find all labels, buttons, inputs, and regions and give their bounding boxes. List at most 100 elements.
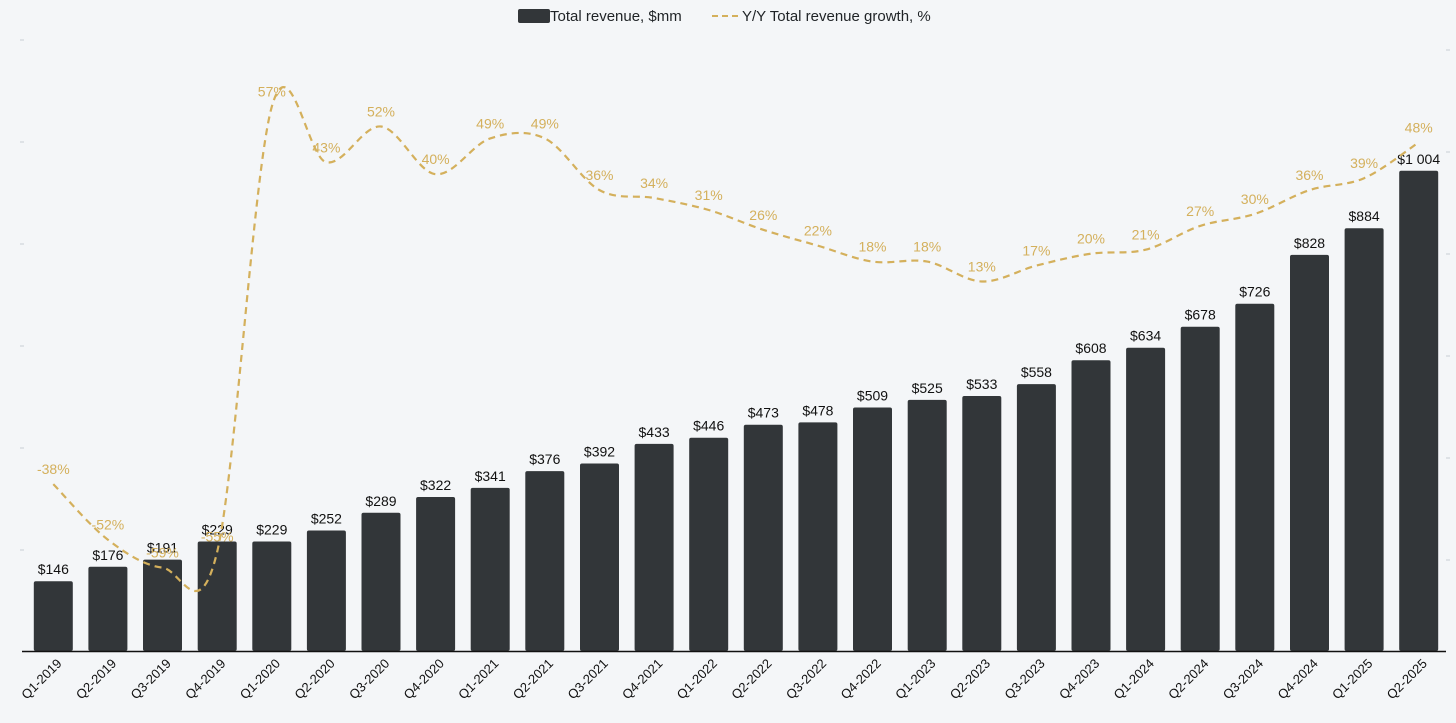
x-tick-label: Q4-2019 [182, 656, 228, 702]
revenue-bar-label: $608 [1075, 340, 1106, 356]
x-tick-label: Q2-2023 [947, 656, 993, 702]
revenue-bar-label: $533 [966, 376, 997, 392]
revenue-bar [689, 437, 729, 651]
growth-label: 39% [1350, 155, 1378, 171]
revenue-bar-label: $525 [912, 380, 943, 396]
growth-label: 34% [640, 175, 668, 191]
growth-label: 17% [1022, 243, 1050, 259]
x-tick-label: Q3-2019 [127, 656, 173, 702]
x-tick-label: Q2-2021 [510, 656, 556, 702]
revenue-bar-label: $726 [1239, 284, 1270, 300]
revenue-bar [252, 541, 292, 651]
x-tick-label: Q1-2022 [674, 656, 720, 702]
x-tick-label: Q1-2019 [18, 656, 64, 702]
x-tick-label: Q2-2024 [1165, 656, 1211, 702]
x-tick-label: Q3-2021 [564, 656, 610, 702]
x-tick-label: Q4-2020 [401, 656, 447, 702]
x-tick-label: Q2-2020 [291, 656, 337, 702]
revenue-bar [743, 424, 783, 651]
x-tick-label: Q2-2022 [728, 656, 774, 702]
revenue-bar-label: $558 [1021, 364, 1052, 380]
revenue-bar-label: $322 [420, 477, 451, 493]
revenue-bar [143, 559, 182, 651]
x-tick-label: Q1-2025 [1329, 656, 1375, 702]
growth-label: -59% [146, 545, 179, 561]
legend: Total revenue, $mm Y/Y Total revenue gro… [518, 8, 931, 25]
legend-bar-label: Total revenue, $mm [550, 8, 682, 25]
revenue-bar [306, 530, 346, 651]
growth-label: 36% [1295, 167, 1323, 183]
growth-label: 30% [1241, 191, 1269, 207]
growth-label: 36% [585, 167, 613, 183]
revenue-bar [634, 443, 674, 651]
x-tick-label: Q3-2023 [1001, 656, 1047, 702]
growth-label: 26% [749, 207, 777, 223]
x-tick-label: Q2-2019 [73, 656, 119, 702]
growth-label: -52% [92, 517, 125, 533]
growth-label: 49% [531, 115, 559, 131]
revenue-bar [88, 566, 128, 651]
revenue-bar [853, 407, 892, 651]
growth-label: 27% [1186, 203, 1214, 219]
revenue-bar-label: $1 004 [1397, 151, 1440, 167]
revenue-bar [33, 581, 73, 651]
revenue-bar-label: $146 [38, 561, 69, 577]
revenue-bar-label: $446 [693, 418, 724, 434]
revenue-bar [1071, 360, 1111, 651]
revenue-bar-label: $191 [147, 540, 178, 556]
legend-line-label: Y/Y Total revenue growth, % [742, 8, 931, 25]
revenue-bar-label: $828 [1294, 235, 1325, 251]
x-tick-label: Q1-2024 [1111, 656, 1157, 702]
revenue-bar [1399, 170, 1439, 652]
revenue-bar-label: $678 [1185, 307, 1216, 323]
growth-label: -38% [37, 461, 70, 477]
growth-label: 49% [476, 115, 504, 131]
revenue-bar-label: $473 [748, 405, 779, 421]
revenue-bar-label: $634 [1130, 328, 1161, 344]
growth-label: 22% [804, 223, 832, 239]
revenue-bar-label: $884 [1349, 208, 1380, 224]
revenue-bar [1016, 384, 1056, 651]
revenue-bar-label: $289 [365, 493, 396, 509]
x-tick-label: Q1-2021 [455, 656, 501, 702]
growth-label: 18% [858, 239, 886, 255]
revenue-bar [580, 463, 619, 651]
growth-label: 48% [1405, 119, 1433, 135]
revenue-bar-label: $392 [584, 444, 615, 460]
revenue-bar [1344, 228, 1384, 651]
revenue-bar [416, 497, 456, 651]
revenue-bar [361, 512, 401, 651]
growth-label: 20% [1077, 231, 1105, 247]
revenue-bar-label: $176 [92, 547, 123, 563]
x-tick-label: Q4-2023 [1056, 656, 1102, 702]
revenue-bar [197, 541, 237, 651]
x-tick-label: Q1-2023 [892, 656, 938, 702]
x-tick-label: Q4-2022 [837, 656, 883, 702]
growth-label: 40% [422, 151, 450, 167]
x-tick-label: Q2-2025 [1384, 656, 1430, 702]
x-tick-label: Q3-2022 [783, 656, 829, 702]
revenue-bar [1180, 326, 1220, 651]
x-tick-label: Q4-2021 [619, 656, 665, 702]
x-tick-label: Q4-2024 [1274, 656, 1320, 702]
legend-bar-swatch [518, 9, 550, 23]
x-tick-label: Q3-2020 [346, 656, 392, 702]
growth-label: 21% [1132, 227, 1160, 243]
revenue-bar [1290, 254, 1329, 651]
growth-label: 52% [367, 104, 395, 120]
revenue-bar-label: $341 [475, 468, 506, 484]
revenue-bar-label: $478 [802, 402, 833, 418]
revenue-bar [1235, 303, 1275, 651]
revenue-bar-label: $376 [529, 451, 560, 467]
growth-label: 43% [312, 139, 340, 155]
revenue-bar [907, 399, 947, 651]
growth-label: 31% [695, 187, 723, 203]
revenue-bar-label: $229 [202, 522, 233, 538]
x-tick-label: Q1-2020 [237, 656, 283, 702]
revenue-bar-label: $509 [857, 388, 888, 404]
revenue-bar [962, 396, 1002, 651]
revenue-bar [470, 487, 510, 651]
revenue-bar [525, 471, 565, 651]
